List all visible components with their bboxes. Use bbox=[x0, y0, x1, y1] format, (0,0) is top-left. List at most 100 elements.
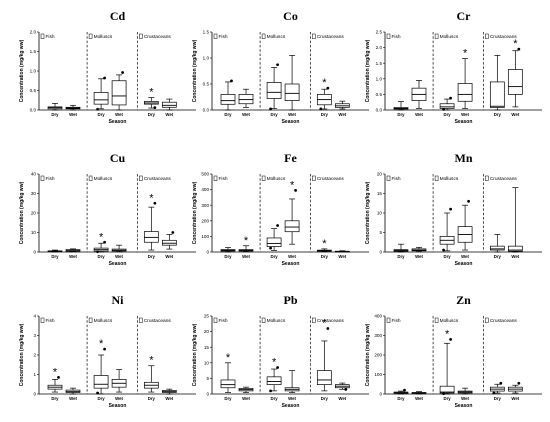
outlier-point bbox=[326, 86, 330, 90]
y-tick-label: 300 bbox=[374, 333, 382, 338]
box-molluscs-dry: * bbox=[93, 338, 109, 395]
y-axis-label: Concentration (mg/kg ww) bbox=[365, 323, 371, 386]
legend-box-icon bbox=[312, 175, 316, 181]
outlier-point bbox=[121, 71, 124, 74]
x-tick-label: Wet bbox=[165, 396, 173, 401]
y-tick-label: 100 bbox=[374, 372, 382, 377]
legend-box-icon bbox=[386, 317, 391, 323]
outlier-point bbox=[103, 76, 106, 80]
box-iqr bbox=[220, 379, 236, 389]
y-axis-label: Concentration (mg/kg ww) bbox=[365, 39, 371, 102]
box-fish-wet bbox=[65, 387, 81, 395]
outlier-point bbox=[276, 366, 279, 369]
box-iqr bbox=[457, 83, 473, 102]
group-label: Crustaceans bbox=[144, 176, 172, 182]
group-label: Molluscs bbox=[267, 318, 286, 324]
legend-box-icon bbox=[139, 33, 143, 39]
significance-star: * bbox=[149, 87, 154, 99]
outlier-point bbox=[269, 389, 272, 393]
outlier-point bbox=[96, 250, 99, 254]
box-molluscs-wet: * bbox=[284, 179, 300, 245]
box-crustaceans-dry: * bbox=[316, 317, 332, 392]
box-iqr bbox=[316, 370, 332, 385]
x-tick-label: Dry bbox=[444, 396, 452, 401]
box-fish-wet bbox=[238, 88, 254, 108]
y-axis-label: Concentration (mg/kg ww) bbox=[19, 39, 25, 102]
box-molluscs-dry: * bbox=[439, 328, 455, 396]
y-axis-label: Concentration (mg/kg ww) bbox=[192, 181, 198, 244]
y-tick-label: 0 bbox=[33, 250, 36, 255]
x-tick-label: Dry bbox=[51, 396, 59, 401]
outlier-point bbox=[269, 107, 272, 111]
x-tick-label: Wet bbox=[415, 112, 423, 117]
y-tick-label: 0.5 bbox=[203, 82, 210, 87]
x-tick-label: Wet bbox=[511, 254, 519, 259]
group-label: Molluscs bbox=[440, 34, 459, 40]
y-tick-label: 2.0 bbox=[30, 30, 37, 35]
legend-box-icon bbox=[213, 175, 218, 181]
x-axis-label: Season bbox=[455, 261, 473, 267]
x-tick-label: Wet bbox=[288, 112, 296, 117]
chart-panel-ni: Ni 0 1 2 3 4 Concentration (mg/kg ww) Fish Mollu… bbox=[19, 293, 196, 409]
legend-box-icon bbox=[213, 317, 218, 323]
box-iqr bbox=[439, 103, 455, 109]
legend-box-icon bbox=[485, 175, 489, 181]
outlier-point bbox=[517, 381, 521, 385]
x-tick-label: Dry bbox=[224, 254, 232, 259]
box-molluscs-dry: * bbox=[93, 231, 109, 254]
x-tick-label: Dry bbox=[271, 112, 279, 117]
x-tick-label: Dry bbox=[98, 396, 106, 401]
significance-star: * bbox=[445, 328, 450, 340]
x-axis-label: Season bbox=[282, 261, 300, 267]
x-tick-label: Dry bbox=[148, 396, 156, 401]
significance-star: * bbox=[99, 231, 104, 243]
legend-box-icon bbox=[386, 33, 391, 39]
significance-star: * bbox=[226, 352, 231, 364]
outlier-point bbox=[294, 188, 297, 192]
group-label: Molluscs bbox=[267, 176, 286, 182]
box-fish-wet bbox=[411, 246, 427, 252]
box-fish-dry bbox=[47, 103, 63, 111]
y-tick-label: 1 bbox=[33, 372, 36, 377]
significance-star: * bbox=[513, 38, 518, 50]
group-label: Molluscs bbox=[267, 34, 286, 40]
significance-star: * bbox=[322, 317, 327, 329]
box-fish-wet bbox=[411, 391, 427, 395]
panel-title: Mn bbox=[455, 151, 473, 165]
box-molluscs-wet bbox=[284, 370, 300, 393]
x-tick-label: Dry bbox=[224, 396, 232, 401]
legend-box-icon bbox=[261, 33, 266, 39]
x-tick-label: Wet bbox=[461, 254, 469, 259]
group-label: Molluscs bbox=[440, 318, 459, 324]
y-tick-label: 20 bbox=[377, 172, 383, 177]
x-axis-label: Season bbox=[109, 403, 127, 409]
x-tick-label: Wet bbox=[511, 112, 519, 117]
y-tick-label: 2.0 bbox=[376, 45, 383, 50]
outlier-point bbox=[344, 387, 348, 391]
x-tick-label: Wet bbox=[338, 254, 346, 259]
y-tick-label: 15 bbox=[204, 345, 210, 350]
box-iqr bbox=[220, 94, 236, 105]
significance-star: * bbox=[99, 338, 104, 350]
box-fish-wet bbox=[238, 386, 254, 393]
x-tick-label: Wet bbox=[461, 112, 469, 117]
box-molluscs-dry: * bbox=[266, 356, 282, 393]
box-crustaceans-wet bbox=[334, 100, 350, 110]
y-tick-label: 500 bbox=[201, 172, 209, 177]
box-molluscs-dry bbox=[439, 96, 455, 111]
panel-title: Ni bbox=[112, 293, 125, 307]
box-molluscs-wet bbox=[111, 369, 127, 393]
legend-box-icon bbox=[434, 175, 439, 181]
y-tick-label: 300 bbox=[201, 203, 209, 208]
box-fish-dry bbox=[393, 388, 409, 395]
y-tick-label: 20 bbox=[204, 329, 210, 334]
outlier-point bbox=[442, 392, 445, 396]
chart-panel-mn: Mn 0 5 10 15 20 Concentration (mg/kg ww) Fish Mo… bbox=[365, 151, 542, 267]
y-axis-label: Concentration (mg/kg ww) bbox=[19, 323, 25, 386]
box-crustaceans-dry bbox=[489, 381, 505, 395]
significance-star: * bbox=[149, 355, 154, 367]
x-tick-label: Wet bbox=[165, 112, 173, 117]
group-label: Crustaceans bbox=[490, 34, 518, 40]
